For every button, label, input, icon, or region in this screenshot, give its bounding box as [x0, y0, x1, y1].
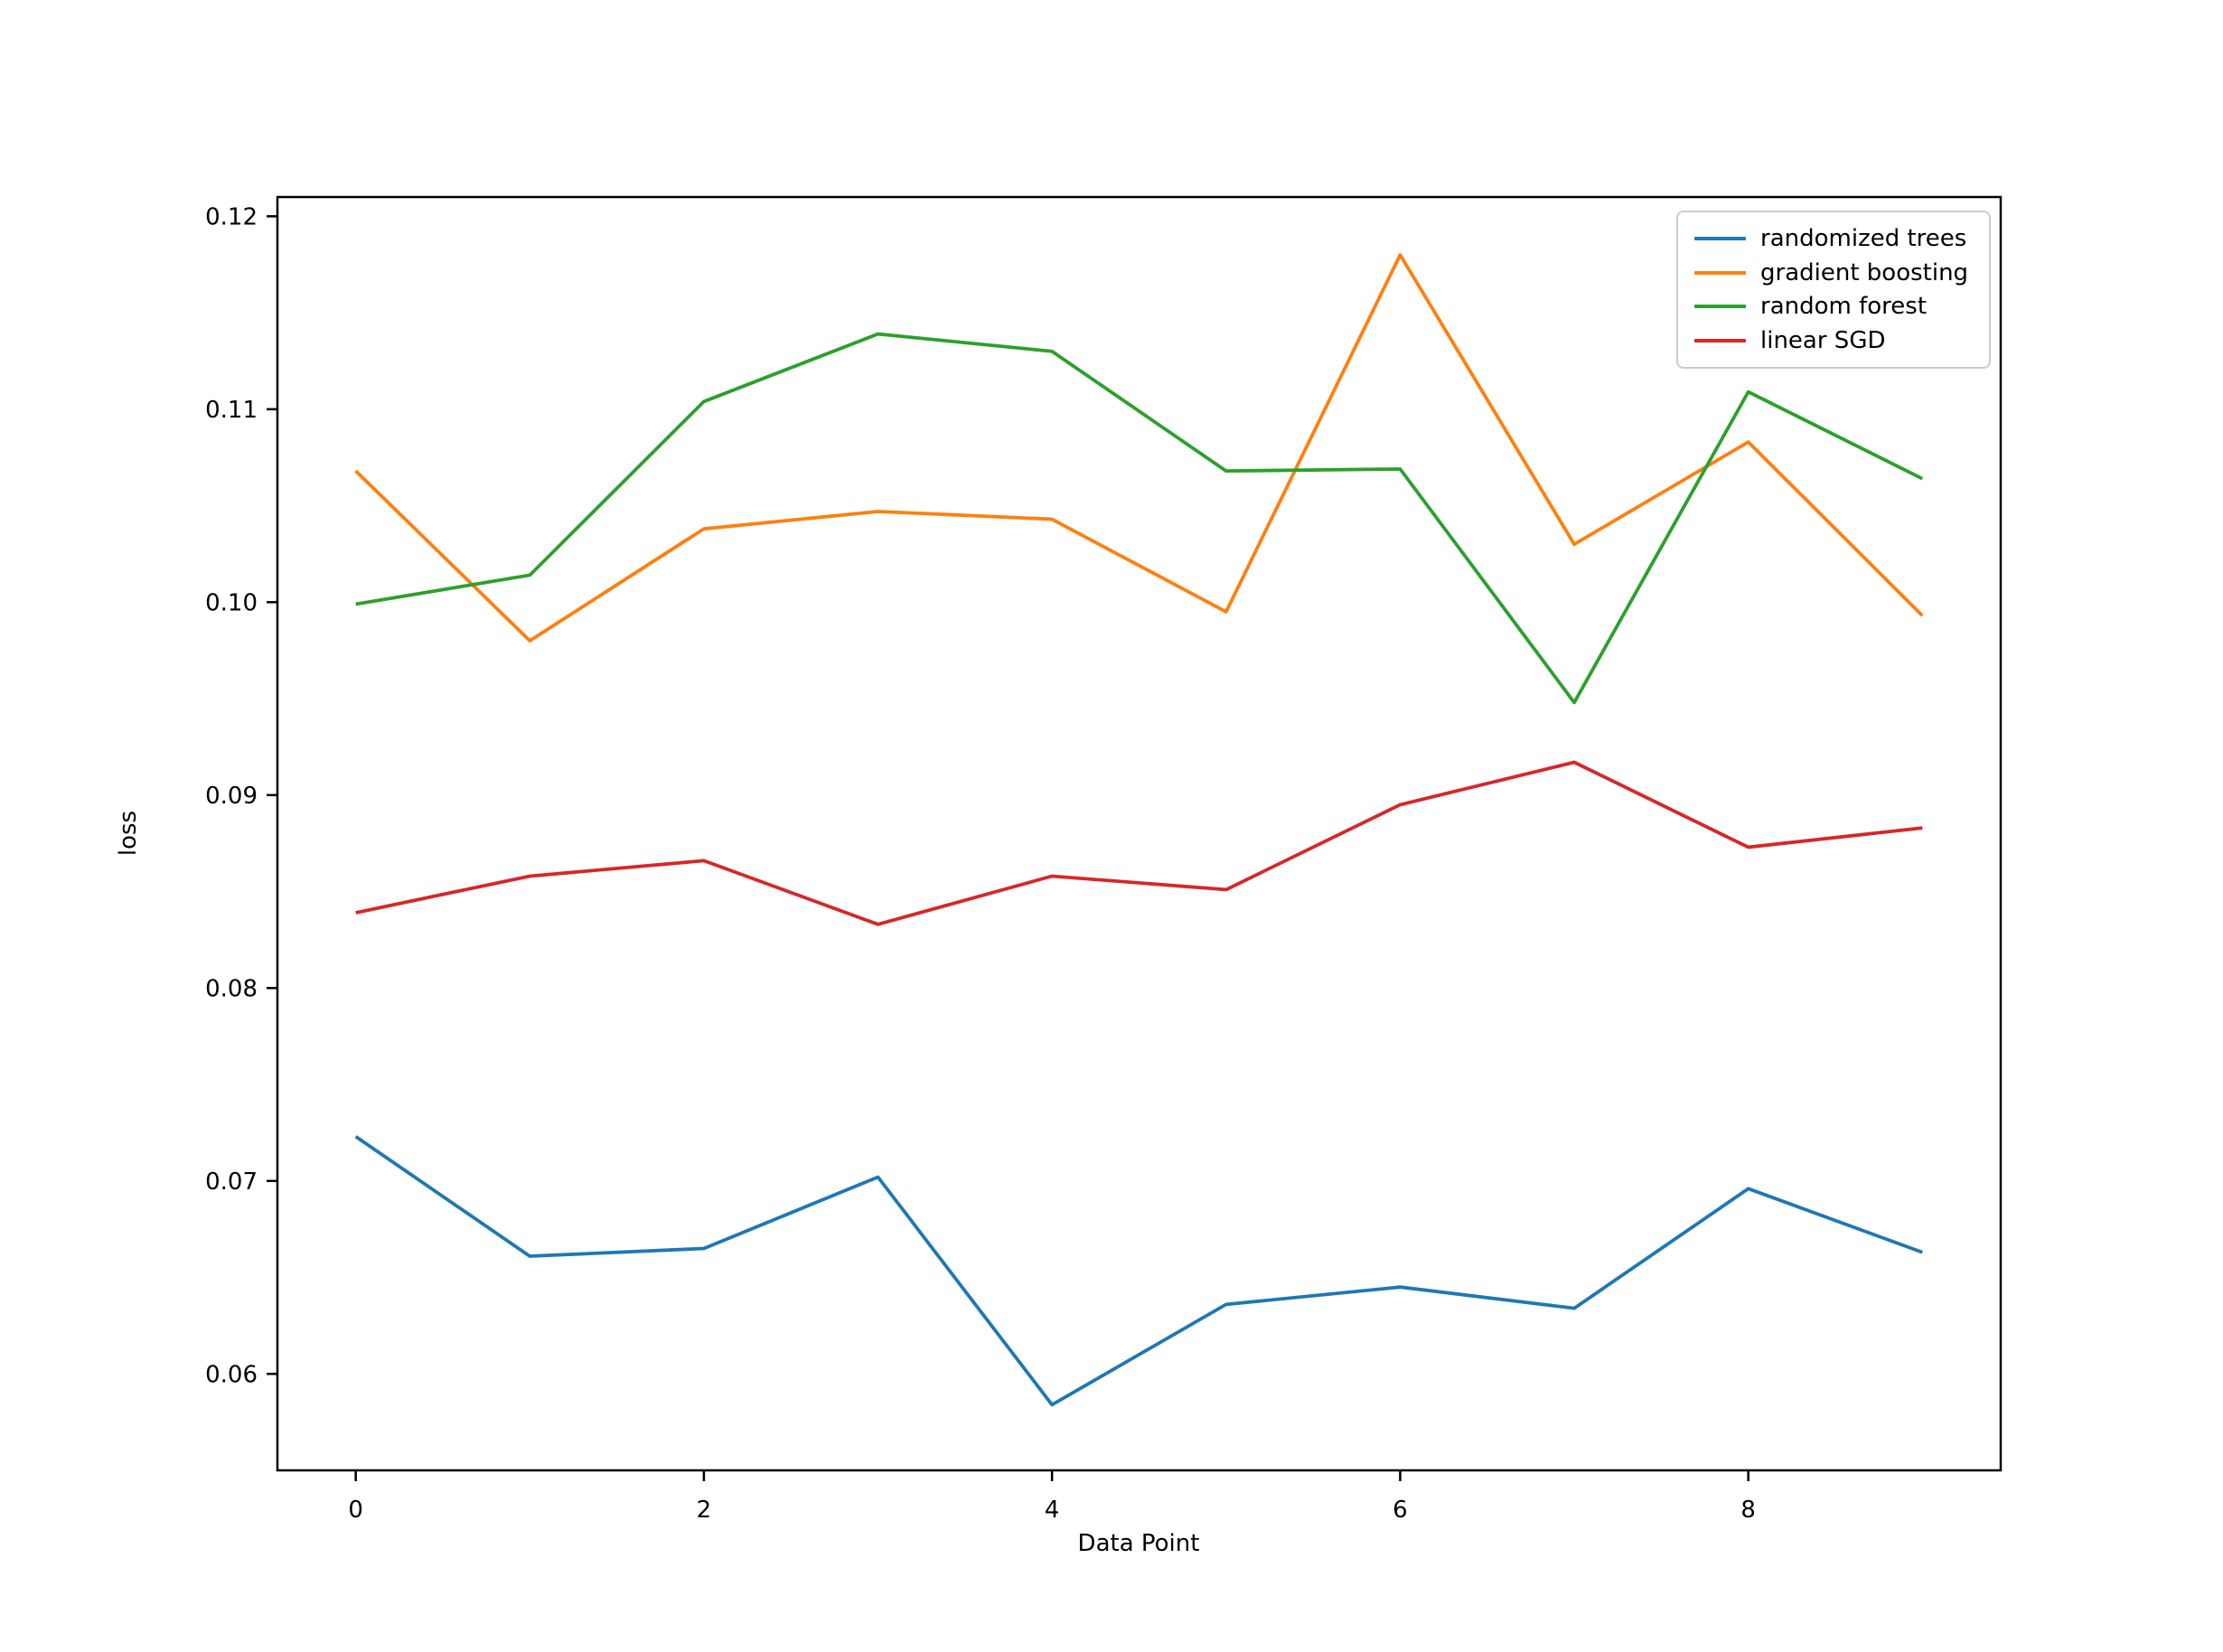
- y-axis-label: loss: [115, 810, 142, 857]
- legend-label: randomized trees: [1760, 225, 1967, 252]
- legend-line-sample-icon: [1694, 237, 1746, 240]
- x-tick-label: 4: [1045, 1497, 1060, 1524]
- y-tick-label: 0.10: [205, 589, 258, 616]
- x-tick-label: 2: [697, 1497, 712, 1524]
- legend: randomized trees gradient boosting rando…: [1676, 211, 1991, 369]
- legend-line-sample-icon: [1694, 270, 1746, 275]
- y-tick-label: 0.08: [205, 975, 258, 1002]
- x-tick-label: 0: [348, 1497, 363, 1524]
- axes-spines: [276, 195, 2003, 1472]
- series-line-gradient-boosting: [354, 253, 1924, 643]
- series-line-random-forest: [355, 332, 1924, 705]
- x-axis-label: Data Point: [1077, 1530, 1200, 1557]
- x-tick-label: 6: [1393, 1497, 1408, 1524]
- legend-item: gradient boosting: [1694, 258, 1980, 288]
- y-tick-label: 0.09: [205, 783, 258, 810]
- legend-line-sample-icon: [1694, 305, 1746, 309]
- y-tick-label: 0.12: [205, 203, 258, 230]
- legend-label: gradient boosting: [1760, 258, 1969, 286]
- x-tick-label: 8: [1740, 1497, 1756, 1524]
- legend-line-sample-icon: [1694, 338, 1746, 343]
- series-line-linear-SGD: [355, 760, 1923, 926]
- y-tick-label: 0.11: [205, 397, 258, 424]
- y-tick-label: 0.06: [205, 1361, 258, 1388]
- legend-item: linear SGD: [1694, 325, 1980, 356]
- legend-item: random forest: [1694, 291, 1980, 322]
- legend-label: linear SGD: [1760, 326, 1886, 354]
- legend-label: random forest: [1760, 293, 1928, 321]
- series-line-randomized-trees: [354, 1135, 1923, 1407]
- y-tick-label: 0.07: [205, 1169, 258, 1196]
- legend-item: randomized trees: [1694, 223, 1980, 254]
